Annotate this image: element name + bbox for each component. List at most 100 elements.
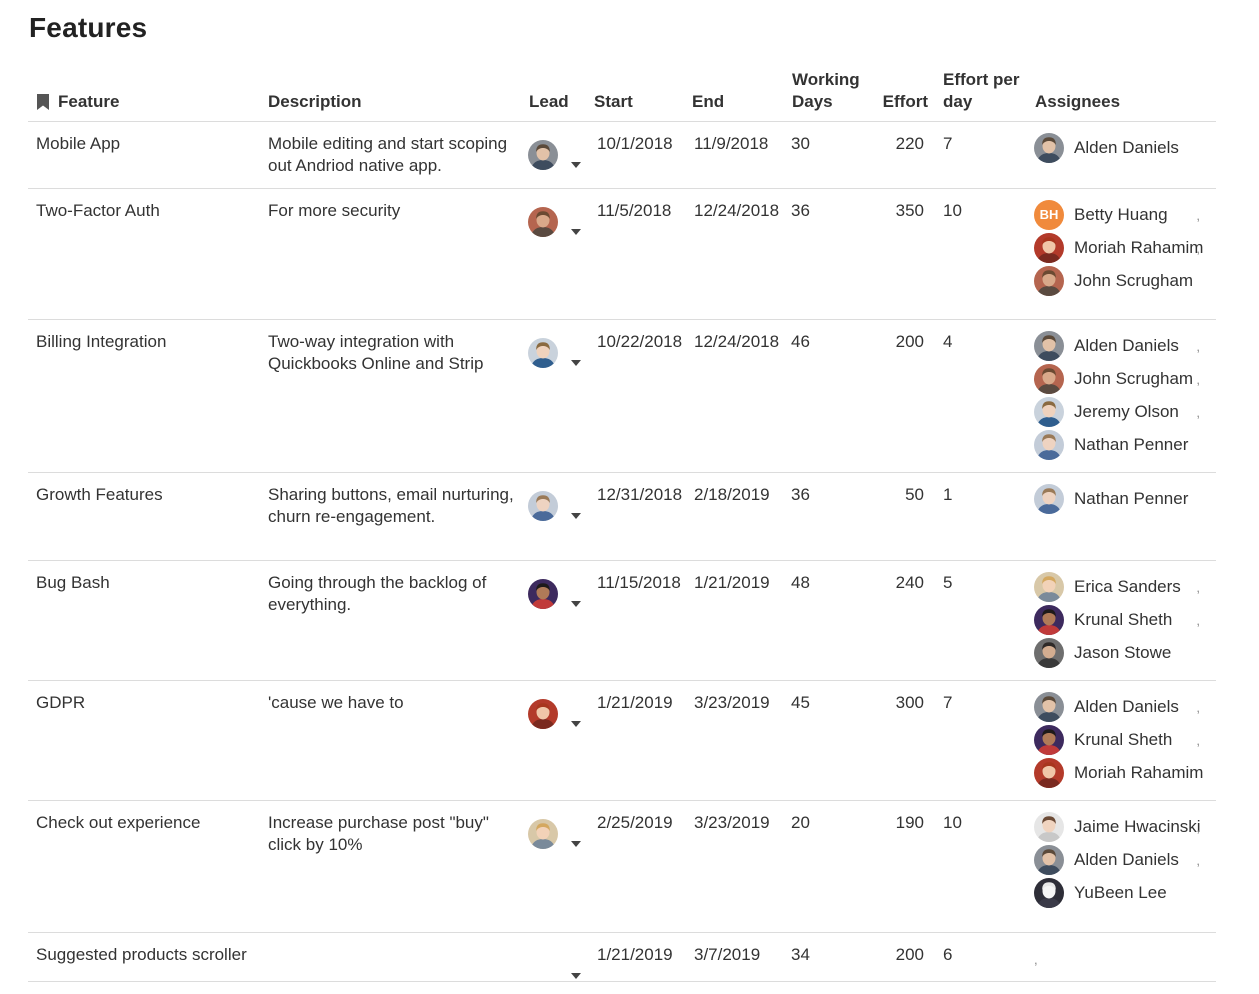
description-cell[interactable]: Mobile editing and start scoping out And… [268, 134, 508, 175]
lead-cell[interactable] [528, 950, 588, 982]
avatar [1034, 572, 1064, 602]
description-cell[interactable]: For more security [268, 201, 401, 220]
effort-cell[interactable]: 50 [905, 485, 924, 504]
start-date-cell[interactable]: 1/21/2019 [597, 693, 673, 712]
assignees-cell[interactable]: , [1034, 952, 1038, 967]
column-header-working-days[interactable]: Working Days [792, 70, 860, 111]
effort-per-day-cell[interactable]: 4 [943, 332, 953, 351]
description-cell[interactable]: 'cause we have to [268, 693, 404, 712]
column-header-end[interactable]: End [692, 92, 725, 111]
effort-cell[interactable]: 240 [895, 573, 924, 592]
chevron-down-icon[interactable] [571, 831, 581, 847]
effort-per-day-cell[interactable]: 10 [943, 201, 962, 220]
start-date-cell[interactable]: 12/31/2018 [597, 485, 683, 504]
feature-cell[interactable]: Growth Features [36, 485, 163, 504]
table-row: Two-Factor Auth For more security 11/5/201… [28, 189, 1216, 320]
lead-cell[interactable] [528, 206, 588, 238]
start-date-cell[interactable]: 11/5/2018 [597, 201, 672, 220]
assignees-cell[interactable]: Alden Daniels, John Scrugham, Jeremy Olson… [1034, 330, 1214, 462]
working-days-cell[interactable]: 36 [791, 485, 810, 504]
assignees-cell[interactable]: Jaime Hwacinski, Alden Daniels, YuBeen Lee [1034, 811, 1214, 910]
lead-avatar [528, 140, 558, 170]
description-cell[interactable]: Sharing buttons, email nurturing, churn … [268, 485, 514, 526]
working-days-cell[interactable]: 34 [791, 945, 810, 964]
start-date-cell[interactable]: 11/15/2018 [597, 573, 681, 592]
start-date-cell[interactable]: 2/25/2019 [597, 813, 673, 832]
lead-cell[interactable] [528, 578, 588, 610]
end-date-cell[interactable]: 3/7/2019 [694, 945, 761, 964]
chevron-down-icon[interactable] [571, 219, 581, 235]
description-cell[interactable]: Going through the backlog of everything. [268, 573, 487, 614]
column-header-lead[interactable]: Lead [529, 92, 569, 111]
end-date-cell[interactable]: 1/21/2019 [694, 573, 770, 592]
feature-cell[interactable]: Check out experience [36, 813, 201, 832]
assignees-cell[interactable]: Nathan Penner [1034, 483, 1214, 516]
lead-cell[interactable] [528, 490, 588, 522]
effort-per-day-cell[interactable]: 5 [943, 573, 953, 592]
start-date-cell[interactable]: 1/21/2019 [597, 945, 673, 964]
end-date-cell[interactable]: 11/9/2018 [694, 134, 769, 153]
assignees-cell[interactable]: Alden Daniels, Krunal Sheth, Moriah Rahami… [1034, 691, 1214, 790]
lead-avatar [528, 338, 558, 368]
end-date-cell[interactable]: 3/23/2019 [694, 813, 770, 832]
assignees-cell[interactable]: Alden Daniels [1034, 132, 1214, 165]
effort-cell[interactable]: 190 [895, 813, 924, 832]
feature-cell[interactable]: Bug Bash [36, 573, 110, 592]
working-days-cell[interactable]: 30 [791, 134, 810, 153]
effort-per-day-cell[interactable]: 7 [943, 134, 953, 153]
lead-cell[interactable] [528, 698, 588, 730]
chevron-down-icon[interactable] [571, 711, 581, 727]
column-header-effort-per-day[interactable]: Effort per day [943, 70, 1020, 111]
end-date-cell[interactable]: 2/18/2019 [694, 485, 770, 504]
effort-per-day-cell[interactable]: 10 [943, 813, 962, 832]
column-header-assignees[interactable]: Assignees [1035, 92, 1121, 111]
column-header-start[interactable]: Start [594, 92, 633, 111]
effort-per-day-cell[interactable]: 1 [943, 485, 953, 504]
effort-cell[interactable]: 300 [895, 693, 924, 712]
assignee-item: Jason Stowe [1034, 637, 1214, 669]
column-header-description[interactable]: Description [268, 92, 362, 111]
effort-per-day-cell[interactable]: 7 [943, 693, 953, 712]
chevron-down-icon[interactable] [571, 503, 581, 519]
feature-cell[interactable]: GDPR [36, 693, 86, 712]
end-date-cell[interactable]: 3/23/2019 [694, 693, 770, 712]
assignees-cell[interactable]: Erica Sanders, Krunal Sheth, Jason Stowe [1034, 571, 1214, 670]
effort-cell[interactable]: 200 [895, 332, 924, 351]
working-days-cell[interactable]: 48 [791, 573, 810, 592]
effort-cell[interactable]: 350 [895, 201, 924, 220]
assignee-separator: , [1196, 820, 1200, 835]
working-days-cell[interactable]: 45 [791, 693, 810, 712]
end-date-cell[interactable]: 12/24/2018 [694, 201, 780, 220]
description-cell[interactable]: Increase purchase post "buy" click by 10… [268, 813, 489, 854]
end-date-cell[interactable]: 12/24/2018 [694, 332, 780, 351]
feature-cell[interactable]: Two-Factor Auth [36, 201, 160, 220]
feature-cell[interactable]: Suggested products scroller [36, 945, 247, 964]
chevron-down-icon[interactable] [571, 152, 581, 168]
chevron-down-icon[interactable] [571, 591, 581, 607]
lead-cell[interactable] [528, 818, 588, 850]
working-days-cell[interactable]: 46 [791, 332, 810, 351]
assignee-separator: , [1196, 241, 1200, 256]
effort-cell[interactable]: 200 [895, 945, 924, 964]
chevron-down-icon[interactable] [571, 963, 581, 979]
description-cell[interactable]: Two-way integration with Quickbooks Onli… [268, 332, 484, 373]
lead-cell[interactable] [528, 139, 588, 171]
assignee-item: Moriah Rahamim, [1034, 232, 1214, 264]
feature-cell[interactable]: Mobile App [36, 134, 121, 153]
start-date-cell[interactable]: 10/22/2018 [597, 332, 683, 351]
chevron-down-icon[interactable] [571, 350, 581, 366]
working-days-cell[interactable]: 36 [791, 201, 810, 220]
avatar [1034, 484, 1064, 514]
column-header-feature[interactable]: Feature [36, 91, 119, 113]
start-date-cell[interactable]: 10/1/2018 [597, 134, 673, 153]
assignee-separator: , [1196, 339, 1200, 354]
effort-cell[interactable]: 220 [895, 134, 924, 153]
column-header-effort[interactable]: Effort [882, 92, 928, 111]
assignees-cell[interactable]: BH Betty Huang, Moriah Rahamim, John Scrugh… [1034, 199, 1214, 298]
working-days-cell[interactable]: 20 [791, 813, 810, 832]
assignee-name: Alden Daniels [1074, 697, 1179, 716]
feature-cell[interactable]: Billing Integration [36, 332, 167, 351]
effort-per-day-cell[interactable]: 6 [943, 945, 953, 964]
lead-avatar [528, 207, 558, 237]
lead-cell[interactable] [528, 337, 588, 369]
